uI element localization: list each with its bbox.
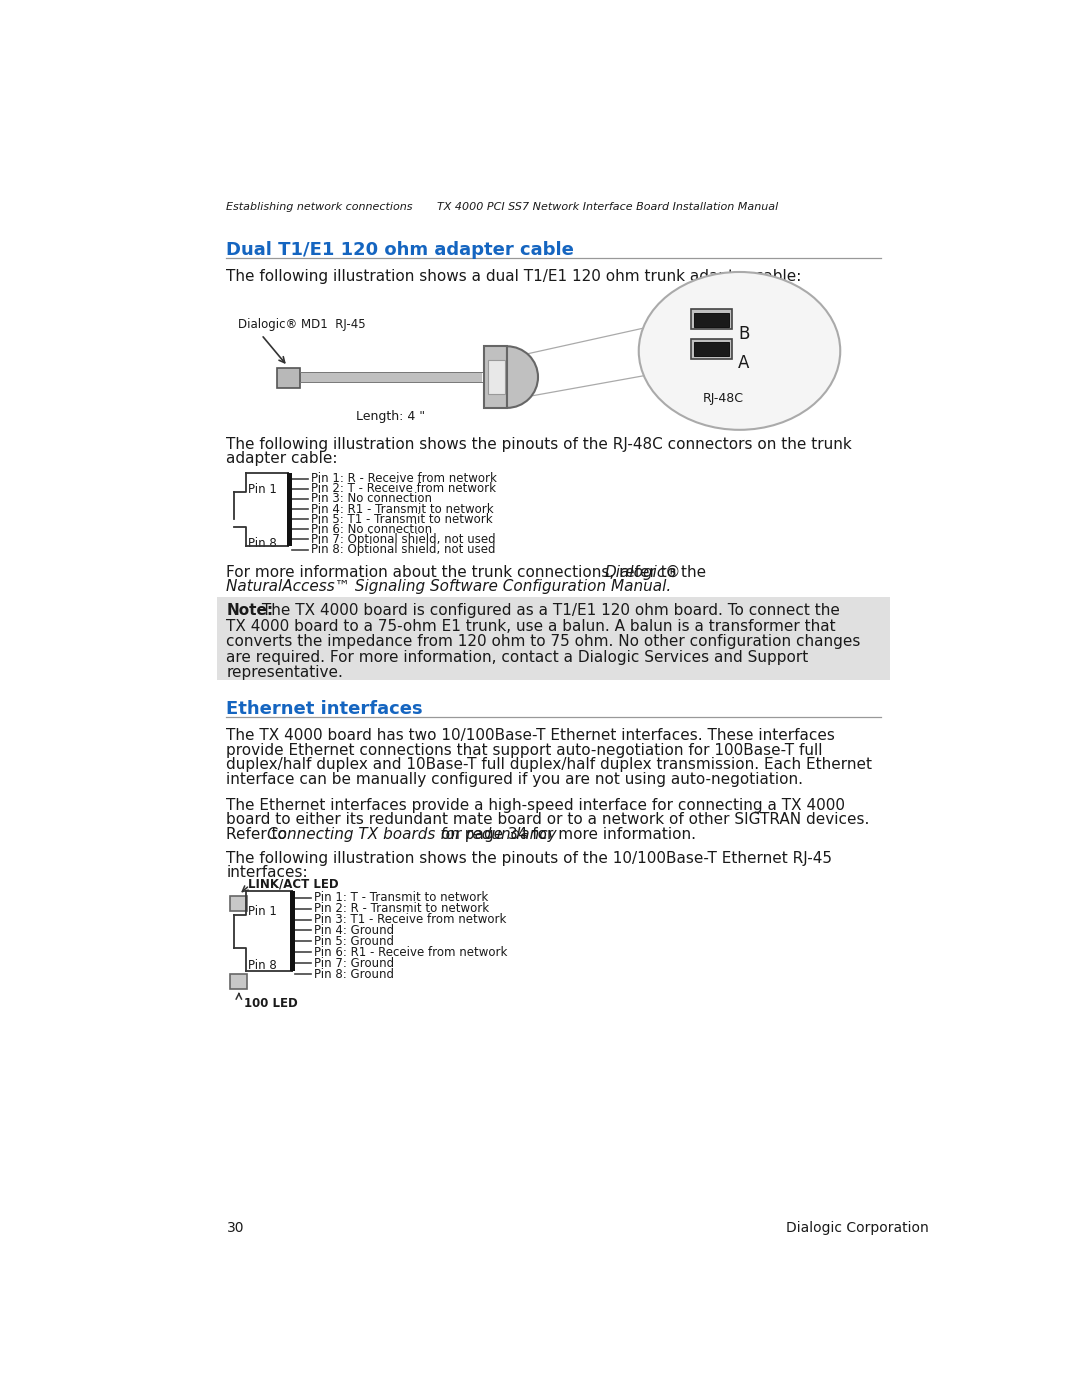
Bar bbox=[287, 472, 293, 546]
Text: Pin 3: T1 - Receive from network: Pin 3: T1 - Receive from network bbox=[314, 914, 507, 926]
Text: For more information about the trunk connections, refer to the: For more information about the trunk con… bbox=[227, 564, 712, 580]
Bar bbox=[693, 342, 729, 356]
Text: TX 4000 PCI SS7 Network Interface Board Installation Manual: TX 4000 PCI SS7 Network Interface Board … bbox=[437, 201, 779, 211]
Text: Pin 4: Ground: Pin 4: Ground bbox=[314, 923, 394, 937]
Text: Dialogic® MD1  RJ-45: Dialogic® MD1 RJ-45 bbox=[238, 317, 366, 331]
Text: are required. For more information, contact a Dialogic Services and Support: are required. For more information, cont… bbox=[227, 650, 809, 665]
Text: Dialogic Corporation: Dialogic Corporation bbox=[786, 1221, 929, 1235]
Text: 100 LED: 100 LED bbox=[243, 997, 297, 1010]
Bar bbox=[691, 309, 732, 330]
Text: Pin 1: Pin 1 bbox=[248, 483, 278, 496]
Text: interfaces:: interfaces: bbox=[227, 865, 308, 880]
Text: The TX 4000 board has two 10/100Base-T Ethernet interfaces. These interfaces: The TX 4000 board has two 10/100Base-T E… bbox=[227, 728, 835, 743]
Bar bbox=[693, 313, 729, 327]
Bar bbox=[291, 891, 296, 971]
Bar bbox=[230, 974, 247, 989]
Text: Dialogic®: Dialogic® bbox=[605, 564, 681, 580]
Text: TX 4000 board to a 75-ohm E1 trunk, use a balun. A balun is a transformer that: TX 4000 board to a 75-ohm E1 trunk, use … bbox=[227, 619, 836, 634]
Text: The following illustration shows the pinouts of the RJ-48C connectors on the tru: The following illustration shows the pin… bbox=[227, 437, 852, 453]
Text: Pin 2: R - Transmit to network: Pin 2: R - Transmit to network bbox=[314, 902, 489, 915]
Text: converts the impedance from 120 ohm to 75 ohm. No other configuration changes: converts the impedance from 120 ohm to 7… bbox=[227, 634, 861, 650]
Text: RJ-48C: RJ-48C bbox=[702, 393, 743, 405]
Ellipse shape bbox=[638, 272, 840, 430]
Text: The following illustration shows a dual T1/E1 120 ohm trunk adapter cable:: The following illustration shows a dual … bbox=[227, 268, 801, 284]
Text: Pin 8: Optional shield, not used: Pin 8: Optional shield, not used bbox=[311, 543, 496, 556]
Text: Pin 4: R1 - Transmit to network: Pin 4: R1 - Transmit to network bbox=[311, 503, 494, 515]
Text: 30: 30 bbox=[227, 1221, 244, 1235]
Text: Pin 5: T1 - Transmit to network: Pin 5: T1 - Transmit to network bbox=[311, 513, 492, 525]
Text: Connecting TX boards for redundancy: Connecting TX boards for redundancy bbox=[267, 827, 556, 842]
Text: Pin 1: T - Transmit to network: Pin 1: T - Transmit to network bbox=[314, 891, 488, 904]
Text: Refer to: Refer to bbox=[227, 827, 293, 842]
Wedge shape bbox=[507, 346, 538, 408]
Text: Pin 2: T - Receive from network: Pin 2: T - Receive from network bbox=[311, 482, 496, 496]
Text: Note:: Note: bbox=[227, 604, 273, 619]
Bar bbox=[484, 346, 507, 408]
Bar bbox=[488, 360, 504, 394]
Text: NaturalAccess™ Signaling Software Configuration Manual.: NaturalAccess™ Signaling Software Config… bbox=[227, 578, 672, 594]
Text: Dual T1/E1 120 ohm adapter cable: Dual T1/E1 120 ohm adapter cable bbox=[227, 240, 575, 258]
Text: provide Ethernet connections that support auto-negotiation for 100Base-T full: provide Ethernet connections that suppor… bbox=[227, 743, 823, 757]
Text: LINK/ACT LED: LINK/ACT LED bbox=[248, 877, 339, 890]
Text: interface can be manually configured if you are not using auto-negotiation.: interface can be manually configured if … bbox=[227, 773, 804, 787]
Text: The following illustration shows the pinouts of the 10/100Base-T Ethernet RJ-45: The following illustration shows the pin… bbox=[227, 851, 833, 866]
Text: Pin 8: Pin 8 bbox=[248, 538, 276, 550]
Text: Length: 4 ": Length: 4 " bbox=[356, 411, 426, 423]
Text: Pin 8: Pin 8 bbox=[248, 960, 276, 972]
Text: B: B bbox=[738, 326, 750, 344]
Text: Pin 6: No connection: Pin 6: No connection bbox=[311, 522, 432, 536]
Text: board to either its redundant mate board or to a network of other SIGTRAN device: board to either its redundant mate board… bbox=[227, 812, 869, 827]
Text: Pin 8: Ground: Pin 8: Ground bbox=[314, 968, 394, 981]
Text: The Ethernet interfaces provide a high-speed interface for connecting a TX 4000: The Ethernet interfaces provide a high-s… bbox=[227, 798, 846, 813]
Bar bbox=[691, 338, 732, 359]
Text: Pin 5: Ground: Pin 5: Ground bbox=[314, 935, 394, 947]
Text: Establishing network connections: Establishing network connections bbox=[227, 201, 413, 211]
Text: The TX 4000 board is configured as a T1/E1 120 ohm board. To connect the: The TX 4000 board is configured as a T1/… bbox=[257, 604, 840, 619]
Text: Pin 7: Ground: Pin 7: Ground bbox=[314, 957, 394, 970]
Bar bbox=[276, 367, 300, 388]
Bar bbox=[300, 372, 482, 383]
Text: Pin 7: Optional shield, not used: Pin 7: Optional shield, not used bbox=[311, 532, 496, 546]
Text: A: A bbox=[738, 353, 750, 372]
Text: Pin 6: R1 - Receive from network: Pin 6: R1 - Receive from network bbox=[314, 946, 508, 958]
Text: on page 34 for more information.: on page 34 for more information. bbox=[435, 827, 696, 842]
Text: representative.: representative. bbox=[227, 665, 343, 680]
Bar bbox=[217, 598, 890, 680]
Text: Ethernet interfaces: Ethernet interfaces bbox=[227, 700, 423, 718]
Bar bbox=[230, 895, 247, 911]
Text: duplex/half duplex and 10Base-T full duplex/half duplex transmission. Each Ether: duplex/half duplex and 10Base-T full dup… bbox=[227, 757, 873, 773]
Text: Pin 1: Pin 1 bbox=[248, 905, 278, 918]
Text: Pin 1: R - Receive from network: Pin 1: R - Receive from network bbox=[311, 472, 497, 485]
Text: Pin 3: No connection: Pin 3: No connection bbox=[311, 492, 432, 506]
Text: adapter cable:: adapter cable: bbox=[227, 451, 338, 467]
